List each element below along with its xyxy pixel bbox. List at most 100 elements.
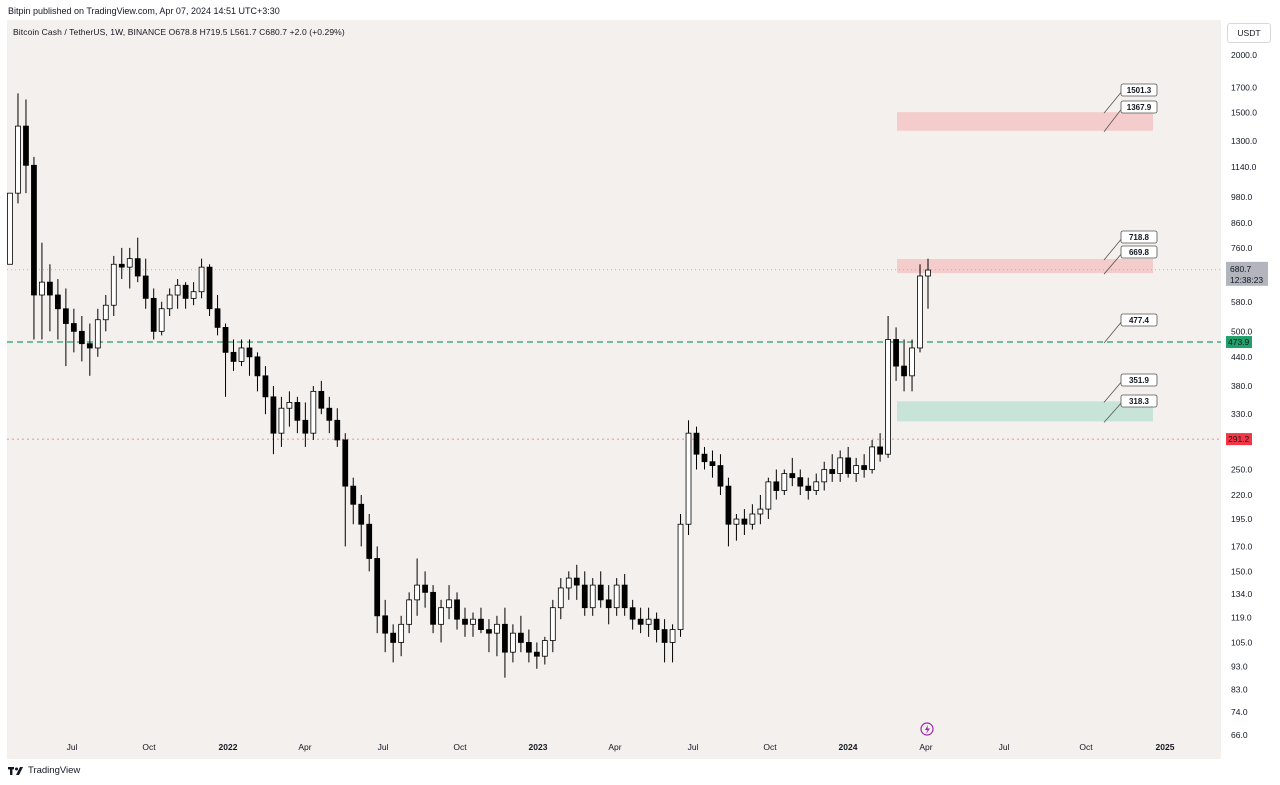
candle: [541, 636, 548, 665]
candle: [222, 323, 229, 397]
candle-body: [901, 365, 907, 377]
callout-box: [1120, 373, 1158, 387]
candle-body: [821, 469, 828, 483]
candle: [350, 477, 357, 525]
candle: [110, 255, 117, 317]
y-tick-label: 105.0: [1231, 637, 1253, 647]
red-badge-bg: [1226, 433, 1252, 446]
candle: [142, 258, 149, 309]
candle-body: [382, 615, 389, 634]
candle: [470, 612, 476, 637]
brand-name: TradingView: [28, 765, 81, 776]
candle: [70, 308, 77, 353]
candle: [709, 450, 716, 478]
x-tick-label: 2025: [1156, 742, 1175, 752]
candle: [182, 282, 189, 309]
candle: [334, 408, 341, 447]
candle: [901, 339, 907, 392]
candle: [158, 301, 165, 336]
candle-body: [829, 469, 836, 474]
candle-body: [533, 651, 540, 657]
candle: [478, 607, 484, 634]
candle-body: [286, 402, 293, 409]
candle: [573, 564, 580, 600]
candle-body: [869, 446, 875, 470]
candle-body: [126, 258, 133, 268]
candle-body: [565, 577, 572, 589]
callout-pointer: [1103, 106, 1124, 132]
candle-body: [302, 419, 309, 434]
candle-body: [613, 584, 620, 609]
chart-area[interactable]: 1501.3 1367.9 718.8 669.8 477.4 351.9 318.3 Jul…: [7, 20, 1221, 759]
candle-body: [717, 465, 724, 487]
candle: [789, 457, 796, 487]
candle-body: [486, 629, 492, 634]
candle-body: [342, 439, 349, 487]
candle: [565, 571, 572, 600]
candle: [653, 612, 660, 643]
x-tick-label: Oct: [1079, 742, 1093, 752]
candle: [294, 396, 301, 434]
candle: [454, 592, 460, 630]
candle-body: [805, 485, 812, 491]
candle-body: [478, 618, 484, 630]
y-tick-label: 195.0: [1231, 514, 1253, 524]
candle: [677, 513, 684, 637]
current-price-badge: 680.712:38:23: [1226, 261, 1268, 286]
candle-body: [262, 375, 269, 398]
tradingview-footer: TradingView: [8, 765, 80, 776]
event-bolt: [925, 725, 930, 734]
candle: [925, 258, 931, 309]
candle: [557, 578, 564, 620]
candle: [725, 477, 732, 547]
candle: [885, 316, 891, 458]
candle: [15, 93, 21, 204]
candle: [661, 619, 668, 663]
tradingview-logo-icon: [8, 766, 23, 775]
candle-body: [406, 599, 413, 625]
candle: [102, 295, 109, 332]
candle: [502, 607, 508, 678]
candle: [781, 469, 788, 495]
currency-selector[interactable]: USDT: [1227, 23, 1271, 43]
candle: [286, 391, 293, 427]
candle: [398, 615, 405, 657]
candle: [302, 402, 309, 447]
candle-body: [661, 629, 668, 643]
zone-label-top: 1501.3: [1103, 83, 1158, 114]
candle: [621, 574, 628, 616]
chart-background: [7, 20, 1221, 759]
y-tick-label: 250.0: [1231, 465, 1253, 475]
candle: [39, 242, 45, 340]
support-badge-value: 473.9: [1228, 337, 1250, 347]
candle-body: [174, 284, 181, 296]
candle-body: [294, 402, 301, 421]
candle-body: [222, 326, 229, 353]
price-axis[interactable]: 2000.0 1700.0 1500.0 1300.0 1140.0 980.0 860.0…: [1221, 0, 1280, 760]
candle-body: [230, 351, 237, 362]
y-tick-label: 93.0: [1231, 662, 1248, 672]
candle-body: [597, 584, 604, 601]
callout-value: 1501.3: [1127, 86, 1152, 95]
candle: [254, 352, 261, 392]
candle-body: [430, 591, 436, 625]
y-tick-label: 860.0: [1231, 218, 1253, 228]
candle: [861, 454, 868, 478]
candle-body: [454, 599, 460, 620]
candlestick-chart[interactable]: 1501.3 1367.9 718.8 669.8 477.4 351.9 318.3 Jul…: [7, 20, 1221, 759]
candle: [701, 446, 708, 470]
candle: [757, 494, 764, 525]
candle-body: [693, 432, 700, 455]
x-tick-label: Oct: [453, 742, 467, 752]
candle-body: [350, 485, 357, 505]
candle: [78, 316, 85, 362]
candle: [374, 546, 381, 634]
candle-body: [206, 266, 213, 310]
candle: [685, 420, 692, 536]
candle-body: [573, 577, 580, 586]
candle-body: [741, 518, 748, 525]
candle-body: [845, 457, 852, 474]
callout-box: [1120, 230, 1158, 244]
candle-body: [757, 508, 764, 515]
event-flash-icon: [920, 722, 934, 736]
